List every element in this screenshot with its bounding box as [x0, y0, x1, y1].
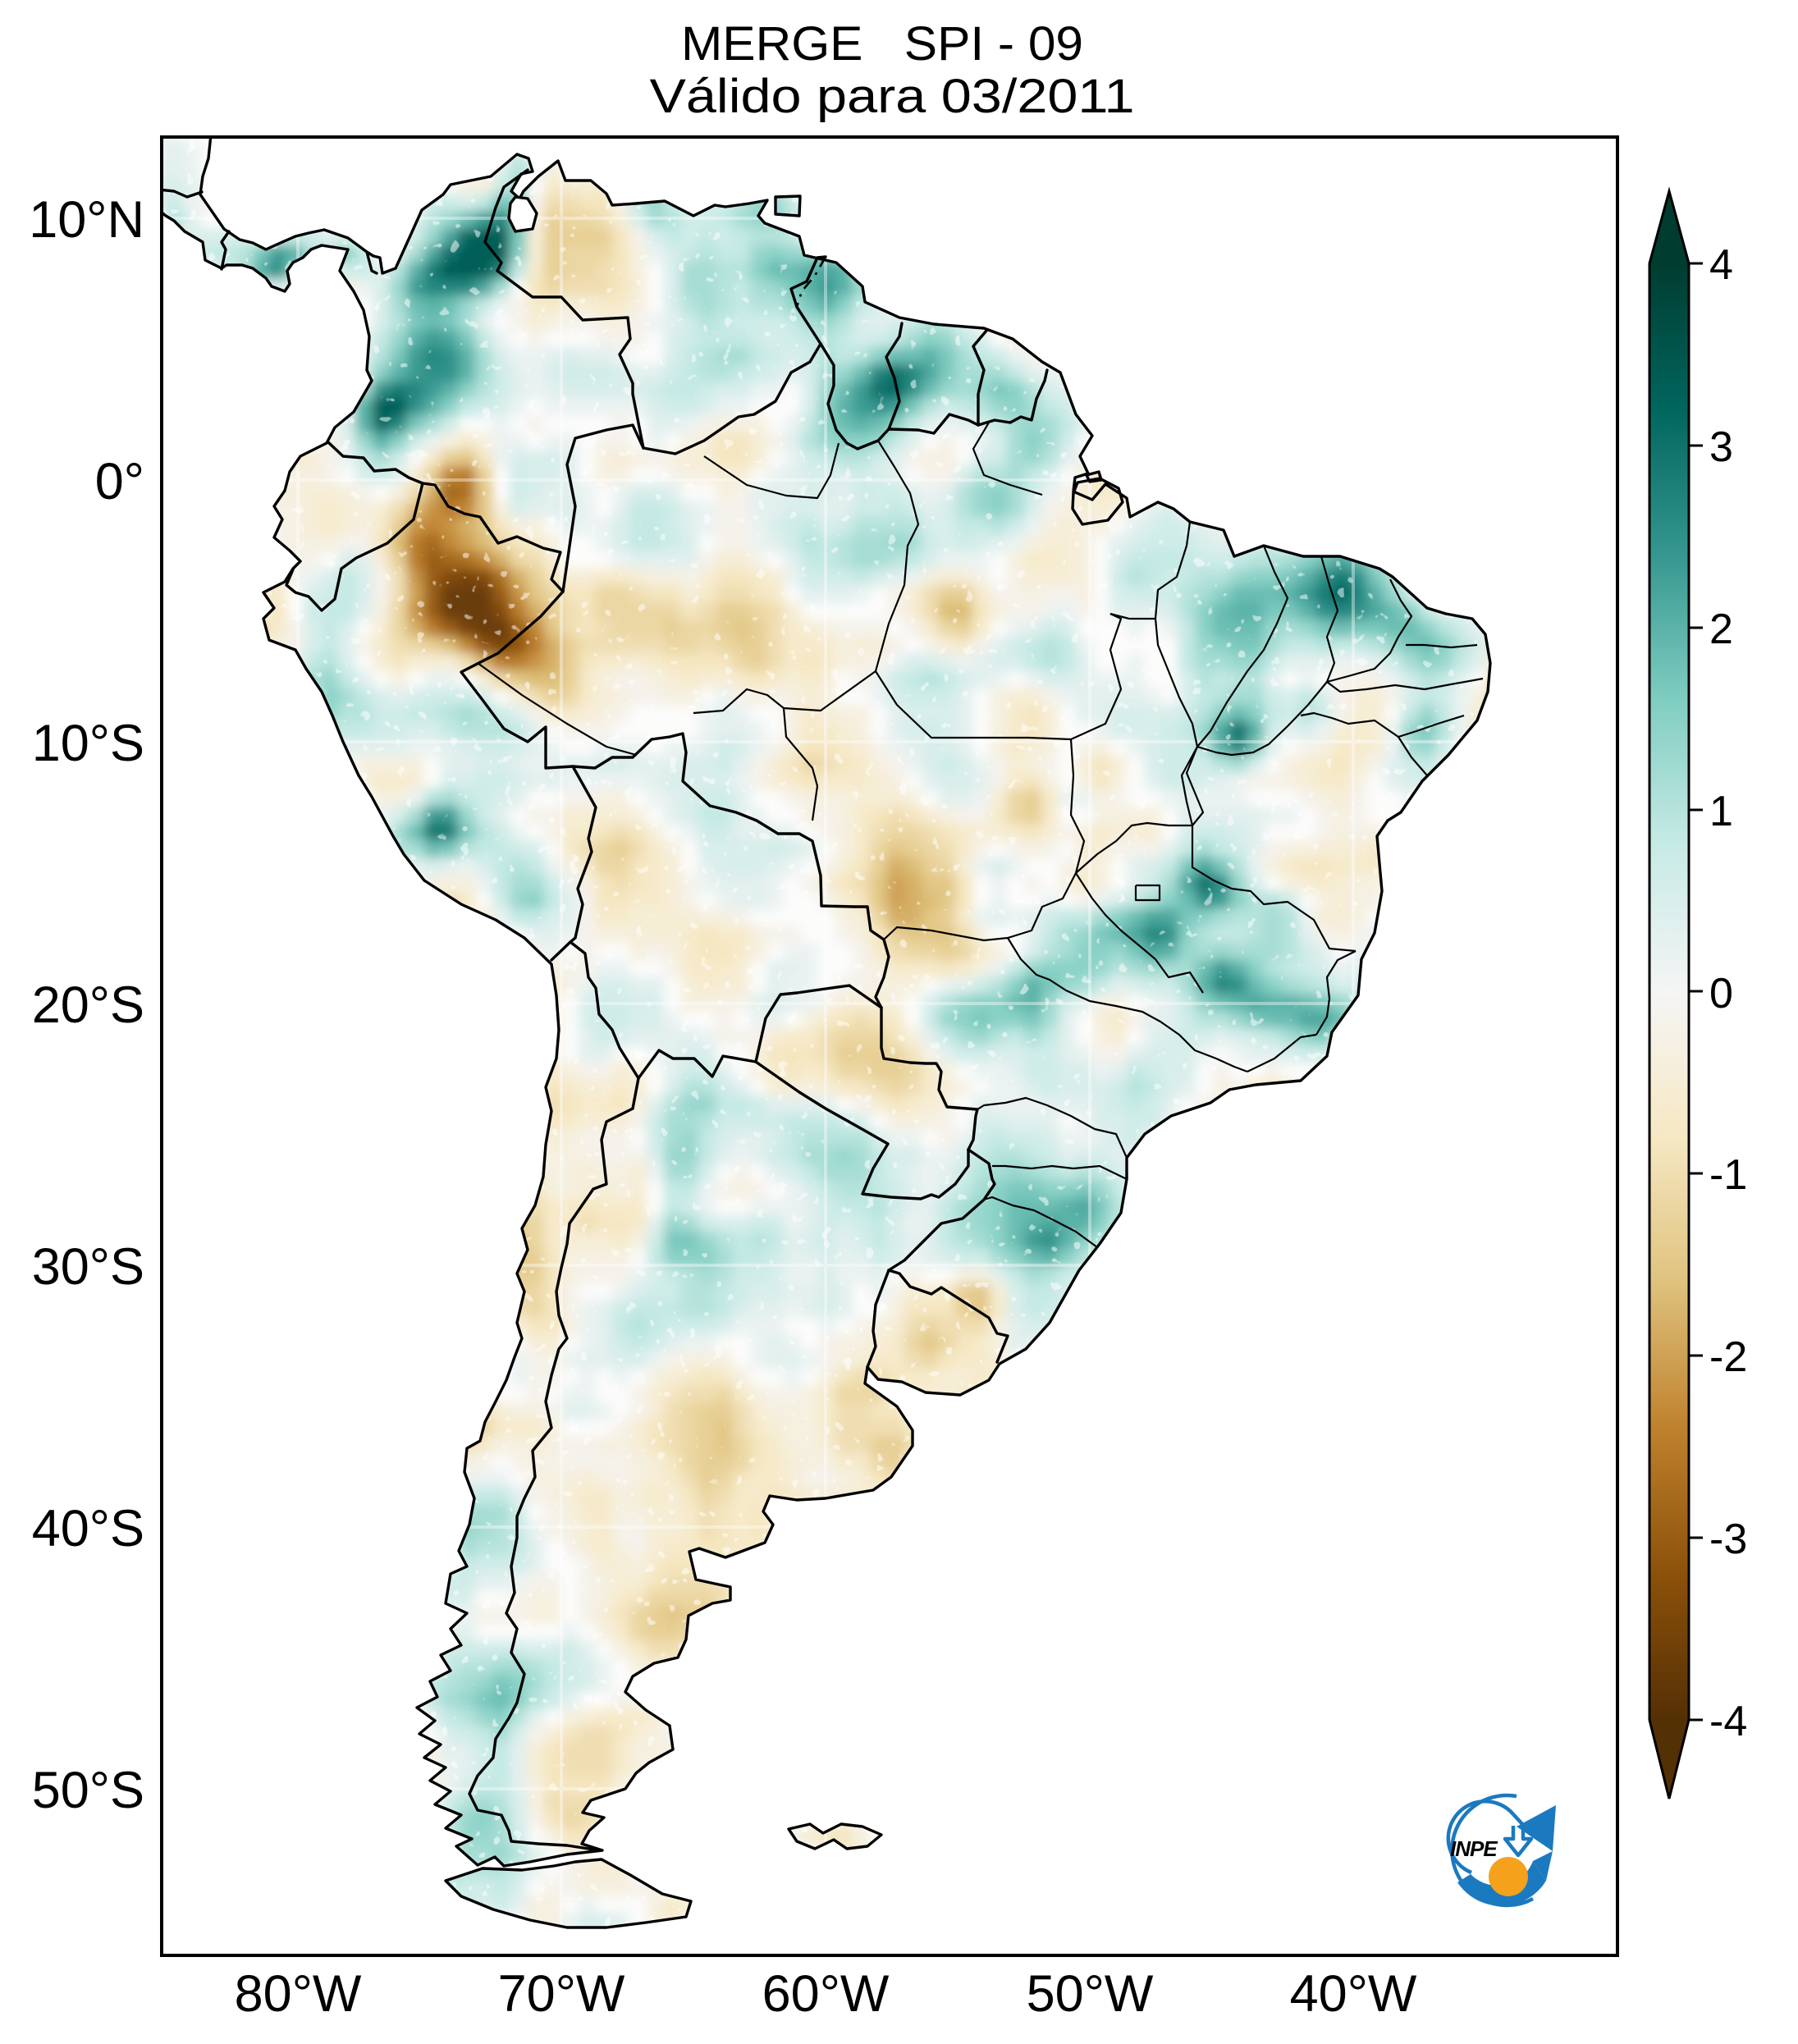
svg-text:40°W: 40°W — [1290, 1965, 1417, 2023]
svg-text:50°S: 50°S — [32, 1762, 144, 1819]
svg-text:3: 3 — [1709, 423, 1733, 471]
svg-text:40°S: 40°S — [32, 1500, 144, 1557]
svg-text:20°S: 20°S — [32, 976, 144, 1034]
svg-text:2: 2 — [1709, 606, 1733, 653]
svg-text:80°W: 80°W — [235, 1965, 362, 2023]
svg-text:60°W: 60°W — [762, 1965, 890, 2023]
svg-text:-1: -1 — [1709, 1151, 1747, 1199]
svg-text:INPE: INPE — [1450, 1836, 1498, 1861]
svg-text:10°N: 10°N — [29, 191, 144, 249]
svg-text:70°W: 70°W — [498, 1965, 625, 2023]
svg-text:MERGE SPI - 09: MERGE SPI - 09 — [681, 17, 1083, 71]
svg-text:0°: 0° — [95, 453, 144, 510]
svg-text:30°S: 30°S — [32, 1238, 144, 1296]
svg-text:-4: -4 — [1709, 1698, 1747, 1745]
svg-text:10°S: 10°S — [32, 715, 144, 772]
svg-text:50°W: 50°W — [1027, 1965, 1154, 2023]
svg-text:4: 4 — [1709, 241, 1733, 289]
svg-text:0: 0 — [1709, 970, 1733, 1017]
svg-text:Válido para 03/2011: Válido para 03/2011 — [650, 70, 1135, 123]
svg-text:1: 1 — [1709, 788, 1733, 835]
svg-text:-2: -2 — [1709, 1333, 1747, 1381]
svg-text:-3: -3 — [1709, 1516, 1747, 1563]
